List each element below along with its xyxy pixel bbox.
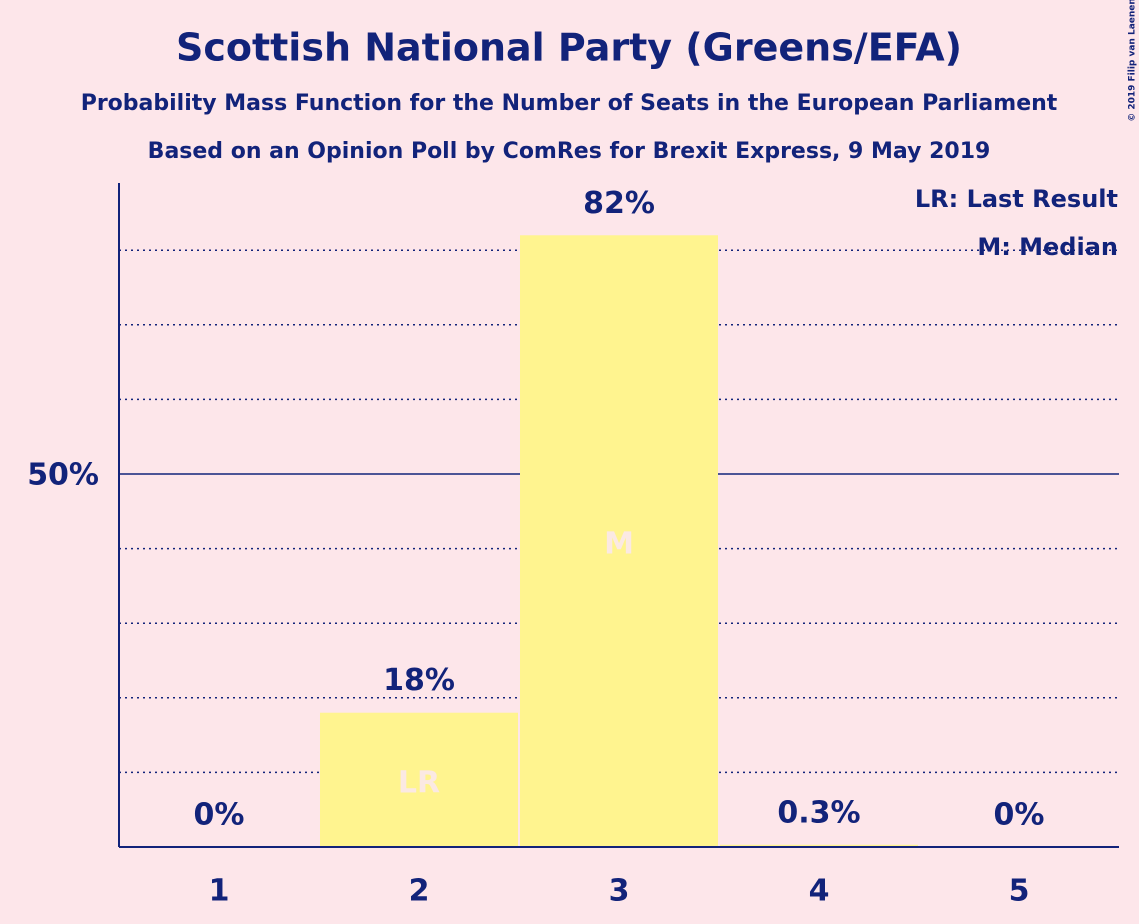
chart-subtitle: Probability Mass Function for the Number… [81,91,1058,116]
chart-subtitle: Based on an Opinion Poll by ComRes for B… [148,139,991,164]
x-tick-label: 1 [209,874,230,909]
x-tick-label: 4 [809,874,830,909]
value-label: 0% [994,798,1045,833]
value-label: 0% [194,798,245,833]
y-tick-label: 50% [27,458,99,493]
bar [720,844,918,847]
bar [320,712,518,847]
bar [520,235,718,847]
value-label: 0.3% [777,795,860,830]
bar-annotation: LR [398,765,440,800]
copyright: © 2019 Filip van Laenen [1128,0,1138,122]
value-label: 82% [583,186,655,221]
legend-entry: M: Median [977,233,1118,261]
value-label: 18% [383,663,455,698]
x-tick-label: 5 [1009,874,1030,909]
x-tick-label: 2 [409,874,430,909]
chart-title: Scottish National Party (Greens/EFA) [176,26,962,70]
legend-entry: LR: Last Result [915,185,1118,213]
x-tick-label: 3 [609,874,630,909]
bar-annotation: M [604,527,634,562]
